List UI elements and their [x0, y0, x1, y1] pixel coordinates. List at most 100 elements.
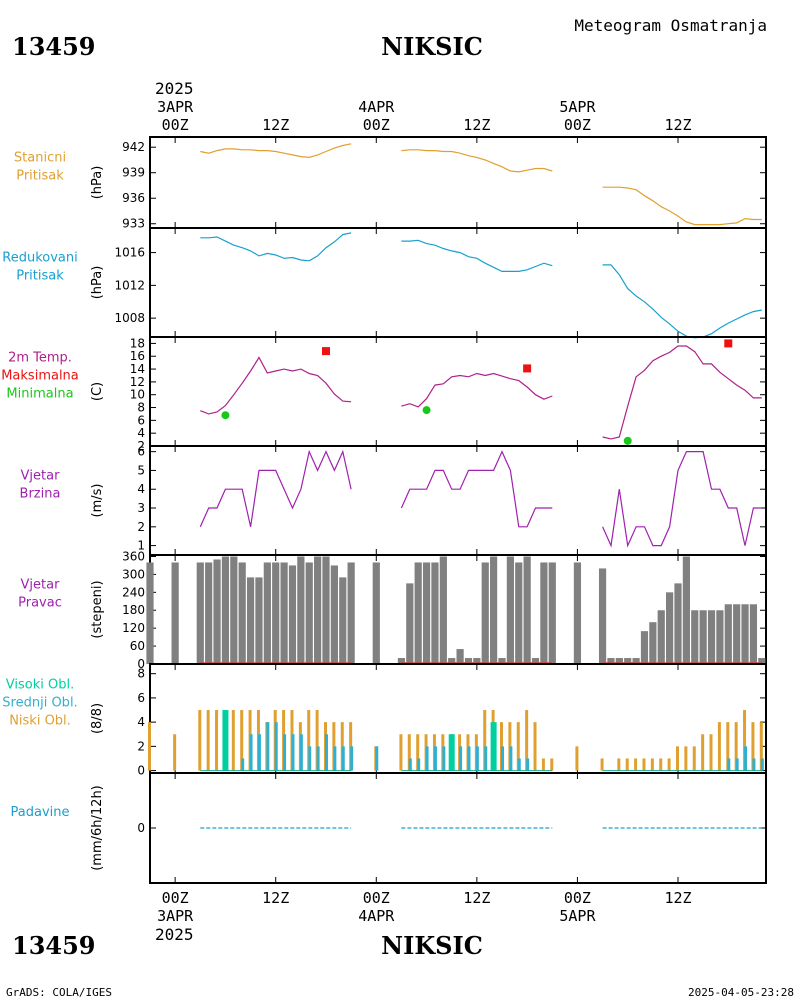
- panel-label-line: Minimalna: [6, 387, 73, 402]
- mid-cloud-bar: [241, 758, 245, 771]
- low-cloud-bar: [709, 734, 713, 771]
- mid-cloud-bar: [283, 734, 287, 771]
- panel-temperature: 2m Temp. Maksimalna Minimalna (C) 1816141210…: [1, 336, 767, 453]
- panel-precipitation: Padavine (mm/6h/12h) 0: [11, 772, 767, 884]
- min-temp-marker: [422, 406, 431, 415]
- y-axis-label: (hPa): [90, 266, 105, 300]
- panel-wind_speed: Vjetar Brzina (m/s) 6 5 4 3 2 1: [20, 445, 767, 556]
- mid-cloud-bar: [257, 734, 261, 771]
- series-line-0: [200, 356, 352, 415]
- y-tick-label: 240: [122, 585, 145, 599]
- y-tick-label: 0: [137, 657, 145, 671]
- high-cloud-bar: [490, 722, 497, 771]
- wind-direction-bar: [439, 556, 447, 664]
- panel-label-line: Padavine: [11, 805, 70, 820]
- mid-cloud-bar: [350, 746, 354, 771]
- low-cloud-bar: [717, 722, 721, 771]
- wind-direction-bar: [322, 556, 330, 664]
- mid-cloud-bar: [308, 746, 312, 771]
- y-tick-label: 0: [137, 764, 145, 778]
- y-tick-label: 942: [122, 140, 145, 154]
- y-tick-label: 8: [137, 667, 145, 681]
- panel-label-line: Visoki Obl.: [6, 678, 74, 693]
- y-tick-label: 4: [137, 482, 145, 496]
- low-cloud-bar: [231, 710, 235, 771]
- series-line-0: [200, 143, 352, 159]
- wind-direction-bar: [221, 556, 230, 664]
- wind-direction-bar: [305, 562, 313, 664]
- panel-label-line: Brzina: [20, 487, 61, 502]
- wind-direction-bar: [607, 658, 615, 664]
- series-line-1: [401, 149, 553, 173]
- wind-direction-bar: [230, 556, 238, 664]
- low-cloud-bar: [759, 722, 763, 771]
- mid-cloud-bar: [735, 758, 739, 771]
- low-cloud-bar: [315, 710, 319, 771]
- wind-direction-bar: [213, 559, 221, 664]
- wind-direction-bar: [146, 562, 154, 664]
- y-tick-label: 2: [137, 439, 145, 453]
- wind-direction-bar: [473, 658, 481, 664]
- mid-cloud-bar: [249, 734, 253, 771]
- low-cloud-bar: [240, 710, 244, 771]
- low-cloud-bar: [642, 758, 646, 771]
- wind-direction-bar: [171, 562, 179, 664]
- mid-cloud-bar: [433, 746, 437, 771]
- low-cloud-bar: [625, 758, 629, 771]
- bottom-date-label: 4APR: [358, 907, 395, 925]
- low-cloud-bar: [575, 746, 579, 771]
- panel-label-line: Srednji Obl.: [2, 696, 77, 711]
- y-tick-label: 300: [122, 567, 145, 581]
- high-cloud-bar: [448, 734, 455, 771]
- mid-cloud-bar: [266, 722, 270, 771]
- mid-cloud-bar: [752, 758, 756, 771]
- wind-direction-bar: [666, 592, 674, 664]
- wind-direction-bar: [749, 604, 758, 664]
- low-cloud-bar: [600, 758, 604, 771]
- bottom-date-label: 5APR: [559, 907, 596, 925]
- mid-cloud-bar: [333, 746, 337, 771]
- y-tick-label: 360: [122, 549, 145, 563]
- wind-direction-bar: [464, 658, 473, 664]
- max-temp-marker: [322, 347, 330, 356]
- bottom-hour-label: 12Z: [463, 889, 490, 907]
- low-cloud-bar: [667, 758, 671, 771]
- wind-direction-bar: [649, 622, 657, 664]
- footer-year: 2025: [155, 925, 194, 944]
- low-cloud-bar: [173, 734, 177, 771]
- wind-direction-bar: [573, 562, 582, 664]
- top-date-label: 4APR: [358, 98, 395, 116]
- wind-direction-bar: [540, 562, 548, 664]
- bottom-hour-label: 12Z: [664, 889, 691, 907]
- panel-label-line: 2m Temp.: [8, 351, 72, 366]
- top-hour-label: 00Z: [564, 116, 591, 134]
- wind-direction-bar: [515, 562, 523, 664]
- low-cloud-bar: [692, 746, 696, 771]
- y-tick-label: 6: [137, 691, 145, 705]
- low-cloud-bar: [751, 722, 755, 771]
- y-tick-label: 2: [137, 520, 145, 534]
- wind-direction-bar: [531, 658, 540, 664]
- panel-clouds: Visoki Obl. Srednji Obl. Niski Obl. (8/8) 8 6…: [2, 663, 767, 778]
- panel-frame: [149, 136, 767, 229]
- y-tick-label: 180: [122, 603, 145, 617]
- mid-cloud-bar: [425, 746, 429, 771]
- mid-cloud-bar: [375, 746, 379, 771]
- series-line-0: [200, 232, 352, 262]
- low-cloud-bar: [206, 710, 210, 771]
- wind-direction-bar: [624, 658, 632, 664]
- top-date-label: 3APR: [157, 98, 194, 116]
- wind-direction-bar: [490, 556, 498, 664]
- mid-cloud-bar: [475, 746, 479, 771]
- panel-frame: [149, 227, 767, 338]
- low-cloud-bar: [525, 710, 529, 771]
- y-tick-label: 14: [130, 362, 145, 376]
- low-cloud-bar: [743, 710, 747, 771]
- y-tick-label: 60: [130, 639, 145, 653]
- mid-cloud-bar: [274, 722, 278, 771]
- y-tick-label: 16: [130, 349, 145, 363]
- bottom-hour-label: 00Z: [363, 889, 390, 907]
